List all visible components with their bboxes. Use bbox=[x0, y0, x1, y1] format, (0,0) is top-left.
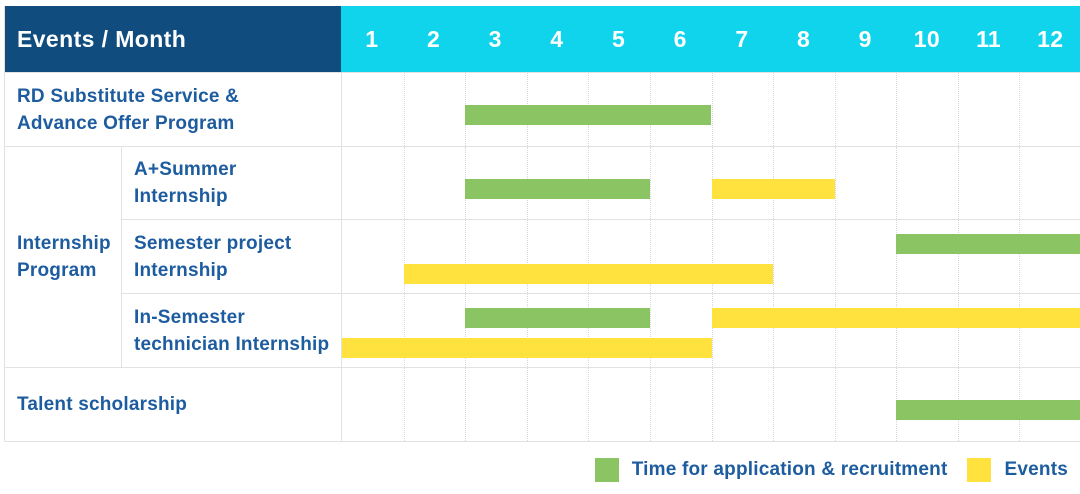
row-label-line: Internship bbox=[134, 259, 228, 281]
gantt-bar-yellow bbox=[711, 179, 835, 199]
row-label-line: Internship bbox=[17, 233, 111, 254]
month-gridline bbox=[773, 220, 775, 293]
month-gridline bbox=[957, 73, 959, 146]
month-label: 9 bbox=[858, 25, 872, 52]
month-gridline bbox=[834, 73, 836, 146]
month-label: 12 bbox=[1037, 25, 1064, 52]
month-gridline bbox=[711, 73, 713, 146]
row-timeline bbox=[341, 293, 1080, 367]
row-timeline bbox=[341, 219, 1080, 293]
month-gridline bbox=[773, 368, 775, 441]
month-gridline bbox=[711, 294, 713, 367]
month-label: 11 bbox=[976, 25, 1002, 52]
gantt-bar-green bbox=[465, 179, 650, 199]
month-gridline bbox=[773, 294, 775, 367]
month-gridline bbox=[649, 147, 651, 219]
month-gridline bbox=[834, 220, 836, 293]
row-timeline bbox=[341, 72, 1080, 146]
row-label-line: Advance Offer Program bbox=[17, 112, 235, 134]
legend-item: Time for application & recruitment bbox=[594, 458, 948, 482]
row-label-line: In-Semester bbox=[134, 306, 245, 328]
month-gridline bbox=[896, 220, 898, 293]
row-label-line: Program bbox=[17, 260, 97, 281]
gantt-bar-yellow bbox=[711, 308, 1080, 328]
group-label: Internship Program bbox=[5, 146, 121, 367]
month-gridline bbox=[465, 368, 467, 441]
gantt-bar-green bbox=[896, 400, 1080, 420]
month-gridline bbox=[957, 294, 959, 367]
month-label: 10 bbox=[913, 25, 940, 52]
month-gridline bbox=[1019, 73, 1021, 146]
month-label: 3 bbox=[488, 25, 502, 52]
chart-legend: Time for application & recruitment Events bbox=[594, 458, 1068, 482]
gantt-bar-yellow bbox=[403, 264, 774, 284]
month-gridline bbox=[957, 220, 959, 293]
month-gridline bbox=[1019, 147, 1021, 219]
month-gridline bbox=[834, 294, 836, 367]
row-label-line: Internship bbox=[134, 186, 228, 207]
month-gridline bbox=[403, 368, 405, 441]
event-row-label: In-Semester technician Internship bbox=[121, 293, 341, 367]
gantt-bar-yellow bbox=[342, 338, 712, 358]
row-label-line: Talent scholarship bbox=[17, 394, 188, 415]
month-gridline bbox=[711, 368, 713, 441]
legend-swatch-yellow bbox=[967, 458, 992, 482]
month-label: 6 bbox=[673, 25, 687, 52]
gantt-bar-green bbox=[465, 105, 712, 125]
table-corner-header: Events / Month bbox=[5, 6, 341, 72]
month-gridline bbox=[1019, 220, 1021, 293]
month-gridline bbox=[403, 73, 405, 146]
month-gridline bbox=[649, 368, 651, 441]
row-label-line: technician Internship bbox=[134, 333, 330, 355]
month-gridline bbox=[773, 73, 775, 146]
month-gridline bbox=[588, 368, 590, 441]
table-title: Events / Month bbox=[17, 25, 187, 52]
row-label-line: A+Summer bbox=[134, 159, 237, 180]
month-label: 8 bbox=[796, 25, 811, 52]
month-label: 2 bbox=[426, 25, 441, 52]
month-label: 7 bbox=[735, 25, 749, 52]
event-row-label: RD Substitute Service & Advance Offer Pro… bbox=[5, 72, 341, 146]
month-label: 5 bbox=[611, 25, 626, 52]
month-gridline bbox=[834, 368, 836, 441]
legend-item: Events bbox=[967, 458, 1068, 482]
gantt-table: Events / Month 1 2 3 4 5 6 7 8 9 10 11 12 RD Substi… bbox=[4, 6, 1080, 442]
row-timeline bbox=[341, 367, 1080, 441]
month-label: 4 bbox=[550, 25, 564, 52]
month-gridline bbox=[526, 368, 528, 441]
month-gridline bbox=[896, 73, 898, 146]
legend-label: Events bbox=[1004, 459, 1068, 480]
month-gridline bbox=[957, 147, 959, 219]
legend-label: Time for application & recruitment bbox=[631, 459, 948, 480]
event-row-label: Talent scholarship bbox=[5, 367, 341, 441]
row-label-line: RD Substitute Service & bbox=[17, 85, 240, 107]
month-gridline bbox=[403, 147, 405, 219]
event-row-label: Semester project Internship bbox=[121, 219, 341, 293]
month-header: 1 2 3 4 5 6 7 8 9 10 11 12 bbox=[341, 6, 1080, 72]
event-row-label: A+Summer Internship bbox=[121, 146, 341, 219]
gantt-bar-green bbox=[896, 234, 1080, 254]
row-timeline bbox=[341, 146, 1080, 219]
row-label-line: Semester project bbox=[134, 232, 292, 254]
month-gridline bbox=[896, 294, 898, 367]
legend-swatch-green bbox=[594, 458, 619, 482]
month-gridline bbox=[834, 147, 836, 219]
month-gridline bbox=[1019, 294, 1021, 367]
month-gridline bbox=[896, 147, 898, 219]
month-label: 1 bbox=[365, 25, 379, 52]
gantt-bar-green bbox=[465, 308, 650, 328]
